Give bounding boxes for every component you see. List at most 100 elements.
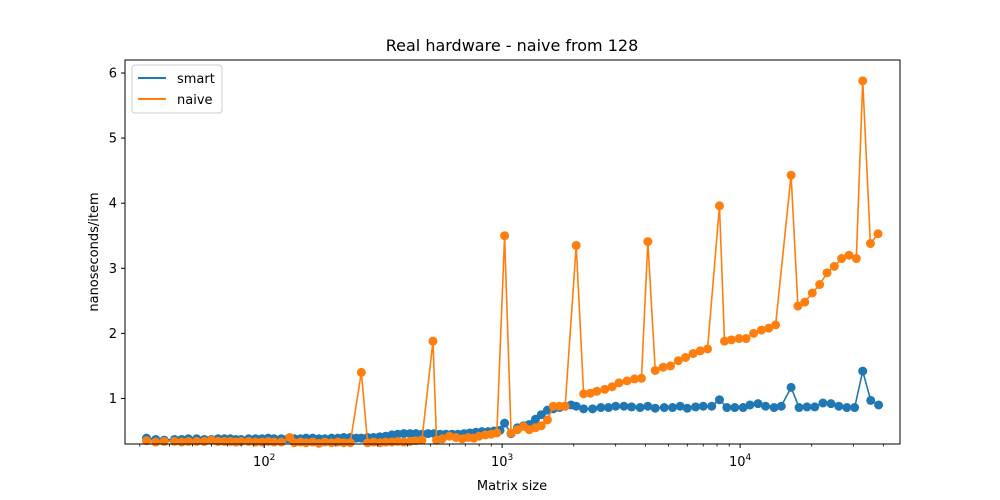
x-tick-label: 103: [491, 453, 513, 470]
data-point-smart: [588, 404, 598, 414]
data-point-naive: [206, 435, 216, 445]
data-point-naive: [650, 365, 660, 375]
data-point-smart: [619, 401, 629, 411]
data-point-naive: [301, 438, 311, 448]
data-point-smart: [745, 400, 755, 410]
data-point-naive: [614, 378, 624, 388]
plot-frame: [124, 59, 901, 445]
data-point-smart: [769, 403, 779, 413]
data-point-naive: [560, 401, 570, 411]
data-point-smart: [698, 401, 708, 411]
data-point-naive: [741, 334, 751, 344]
plot-area: [125, 60, 900, 444]
data-point-smart: [571, 401, 581, 411]
data-point-naive: [734, 334, 744, 344]
y-tick-label: 5: [109, 132, 117, 147]
data-point-naive: [571, 240, 581, 250]
data-point-smart: [794, 403, 804, 413]
data-point-smart: [596, 403, 606, 413]
data-point-smart: [536, 410, 546, 420]
data-point-smart: [611, 401, 621, 411]
y-tick-label: 1: [109, 392, 117, 407]
data-point-naive: [829, 261, 839, 271]
legend-label-naive: naive: [177, 93, 213, 108]
data-point-naive: [345, 438, 355, 448]
axes-layer: [124, 59, 901, 445]
data-point-naive: [771, 320, 781, 330]
data-point-naive: [822, 268, 832, 278]
data-point-naive: [726, 335, 736, 345]
data-point-smart: [714, 395, 724, 405]
data-point-smart: [826, 399, 836, 409]
data-point-smart: [818, 398, 828, 408]
data-point-smart: [500, 418, 510, 428]
y-axis: 1 2 3 4 5 6: [109, 67, 125, 407]
data-point-naive: [873, 229, 883, 239]
data-point-naive: [756, 325, 766, 335]
data-point-smart: [810, 402, 820, 412]
data-point-naive: [858, 76, 868, 86]
data-point-naive: [622, 376, 632, 386]
data-point-smart: [842, 403, 852, 413]
data-point-smart: [604, 403, 614, 413]
data-point-smart: [776, 401, 786, 411]
data-point-naive: [356, 367, 366, 377]
data-point-smart: [834, 401, 844, 411]
data-point-naive: [579, 389, 589, 399]
data-point-naive: [339, 438, 349, 448]
series-smart: [141, 366, 884, 445]
data-point-smart: [635, 403, 645, 413]
data-point-naive: [492, 428, 502, 438]
x-axis-label: Matrix size: [477, 479, 547, 494]
data-point-smart: [850, 403, 860, 413]
data-point-smart: [399, 429, 409, 439]
data-point-smart: [668, 403, 678, 413]
data-point-smart: [675, 401, 685, 411]
data-point-naive: [536, 421, 546, 431]
data-point-naive: [600, 384, 610, 394]
data-point-naive: [592, 386, 602, 396]
data-point-smart: [761, 401, 771, 411]
y-tick-label: 3: [109, 262, 117, 277]
data-point-smart: [730, 403, 740, 413]
data-point-naive: [851, 254, 861, 264]
data-point-naive: [630, 374, 640, 384]
data-point-naive: [666, 361, 675, 371]
x-tick-label: 102: [253, 453, 275, 470]
data-point-naive: [720, 336, 729, 346]
data-point-naive: [714, 201, 724, 211]
data-point-naive: [865, 239, 875, 249]
data-point-naive: [793, 301, 803, 311]
data-point-naive: [703, 344, 713, 354]
data-point-naive: [159, 436, 169, 446]
data-point-naive: [815, 280, 825, 290]
data-point-naive: [542, 415, 552, 425]
data-point-naive: [444, 431, 454, 441]
chart-title: Real hardware - naive from 128: [386, 36, 639, 55]
data-point-smart: [579, 404, 589, 414]
data-point-smart: [423, 429, 433, 439]
data-point-naive: [844, 250, 854, 260]
data-point-naive: [673, 356, 683, 366]
data-point-smart: [753, 399, 763, 409]
y-tick-label: 2: [109, 327, 117, 342]
data-point-naive: [428, 336, 438, 346]
data-point-smart: [874, 400, 884, 410]
data-point-naive: [688, 349, 698, 359]
data-point-smart: [707, 401, 717, 411]
data-point-naive: [636, 373, 646, 383]
data-point-naive: [417, 435, 427, 445]
data-point-smart: [643, 401, 653, 411]
data-point-naive: [658, 362, 668, 372]
series-layer: [141, 76, 884, 448]
data-point-smart: [786, 382, 796, 392]
data-point-naive: [276, 437, 286, 447]
data-point-smart: [738, 403, 748, 413]
y-axis-label: nanoseconds/item: [87, 192, 102, 311]
data-point-naive: [800, 297, 810, 307]
y-tick-label: 6: [109, 67, 117, 82]
x-axis: 102 103 104: [139, 444, 884, 470]
data-point-naive: [695, 346, 705, 356]
legend: smart naive: [131, 64, 223, 114]
